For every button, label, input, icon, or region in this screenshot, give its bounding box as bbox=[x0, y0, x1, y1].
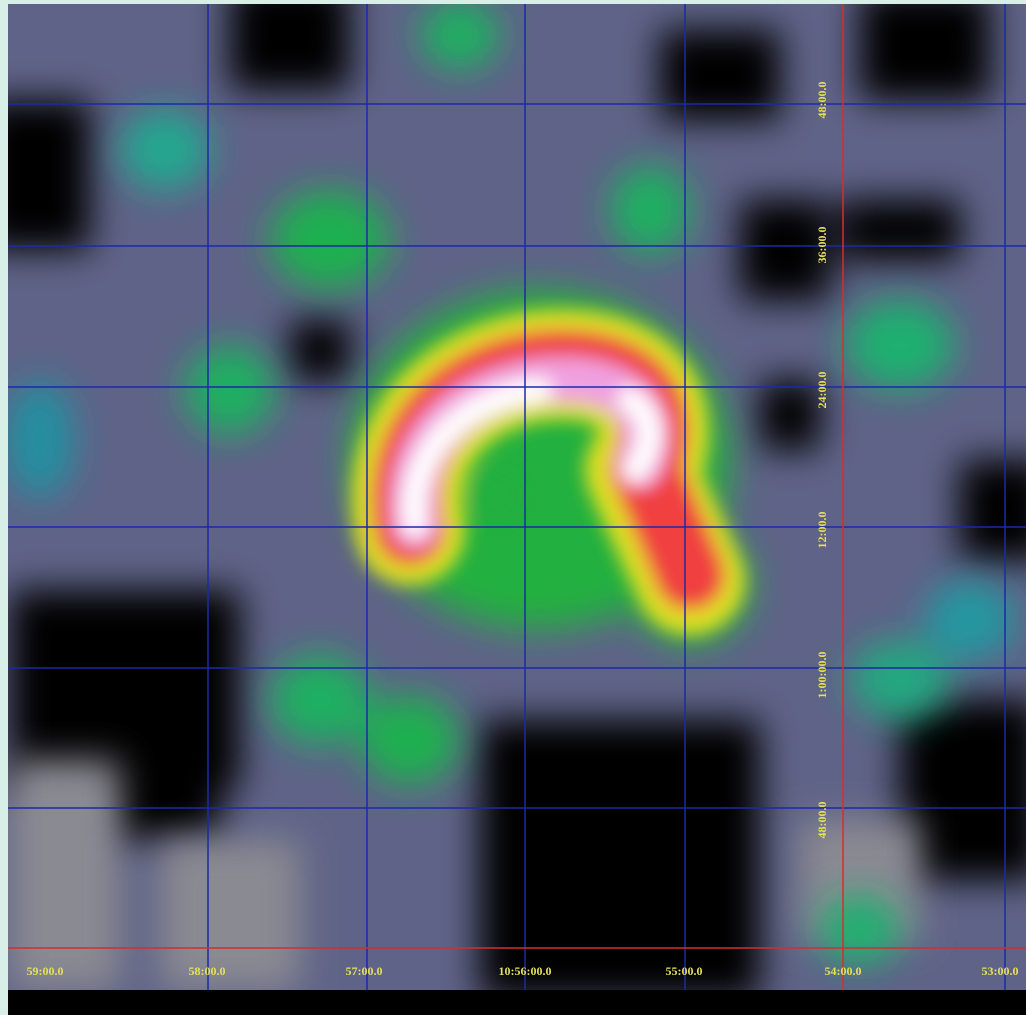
ra-label: 57:00.0 bbox=[346, 964, 383, 978]
ra-label: 53:00.0 bbox=[982, 964, 1019, 978]
dec-label: 12:00.0 bbox=[815, 512, 829, 549]
dec-label: 36:00.0 bbox=[815, 227, 829, 264]
ra-label: 54:00.0 bbox=[825, 964, 862, 978]
dec-label: 48:00.0 bbox=[815, 802, 829, 839]
sky-image-viewer: 59:00.0 58:00.0 57:00.0 10:56:00.0 55:00… bbox=[0, 0, 1026, 1015]
dec-label: 48:00.0 bbox=[815, 82, 829, 119]
ra-label: 59:00.0 bbox=[27, 964, 64, 978]
bottom-bar bbox=[8, 990, 1026, 1015]
dec-label: 1:00:00.0 bbox=[815, 652, 829, 699]
ra-label: 55:00.0 bbox=[666, 964, 703, 978]
dec-label: 24:00.0 bbox=[815, 372, 829, 409]
ra-label: 10:56:00.0 bbox=[499, 964, 552, 978]
image: 59:00.0 58:00.0 57:00.0 10:56:00.0 55:00… bbox=[0, 0, 1026, 1000]
ra-label: 58:00.0 bbox=[189, 964, 226, 978]
